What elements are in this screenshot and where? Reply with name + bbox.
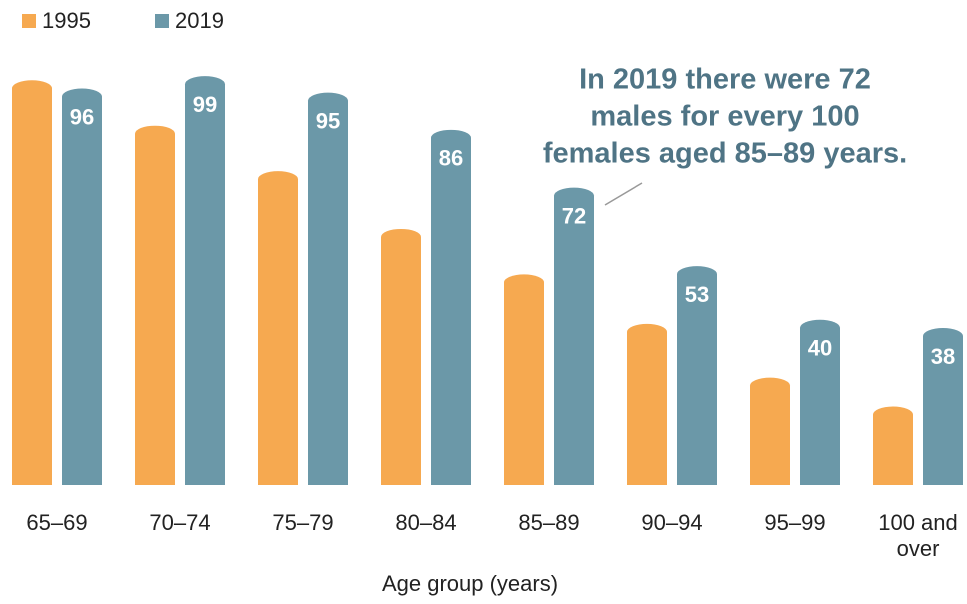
value-label: 53 — [685, 282, 709, 307]
bar — [750, 377, 790, 485]
legend-label: 2019 — [175, 8, 224, 33]
x-tick-label: 90–94 — [641, 510, 703, 535]
bar — [677, 266, 717, 485]
legend-label: 1995 — [42, 8, 91, 33]
value-label: 40 — [808, 336, 832, 361]
annotation: In 2019 there were 72 — [579, 64, 871, 96]
annotation: males for every 100 — [590, 101, 859, 133]
x-tick-label: 85–89 — [518, 510, 580, 535]
x-tick-label: 80–84 — [395, 510, 457, 535]
bar — [504, 274, 544, 485]
value-label: 38 — [931, 344, 955, 369]
x-tick-label: 75–79 — [272, 510, 334, 535]
x-tick-label: 70–74 — [149, 510, 211, 535]
bar — [554, 187, 594, 485]
bar — [185, 76, 225, 485]
x-tick-label: 100 and over — [878, 510, 958, 561]
bar — [800, 319, 840, 485]
bar — [431, 129, 471, 485]
value-label: 96 — [70, 104, 94, 129]
x-axis-label: Age group (years) — [382, 571, 558, 596]
value-label: 72 — [562, 203, 586, 228]
bar — [923, 328, 963, 485]
bar — [308, 92, 348, 486]
bar — [873, 406, 913, 485]
bar — [381, 228, 421, 485]
bar — [62, 88, 102, 486]
annotation: females aged 85–89 years. — [543, 138, 907, 170]
bar — [135, 125, 175, 485]
value-label: 99 — [193, 92, 217, 117]
bar — [12, 80, 53, 485]
leader-line — [604, 182, 643, 206]
legend-swatch — [155, 14, 169, 28]
x-tick-label: 65–69 — [26, 510, 88, 535]
value-label: 86 — [439, 146, 463, 171]
value-label: 95 — [316, 108, 340, 133]
x-tick-label: 95–99 — [764, 510, 826, 535]
legend-swatch — [22, 14, 36, 28]
bar — [627, 323, 667, 485]
bar — [258, 171, 298, 485]
